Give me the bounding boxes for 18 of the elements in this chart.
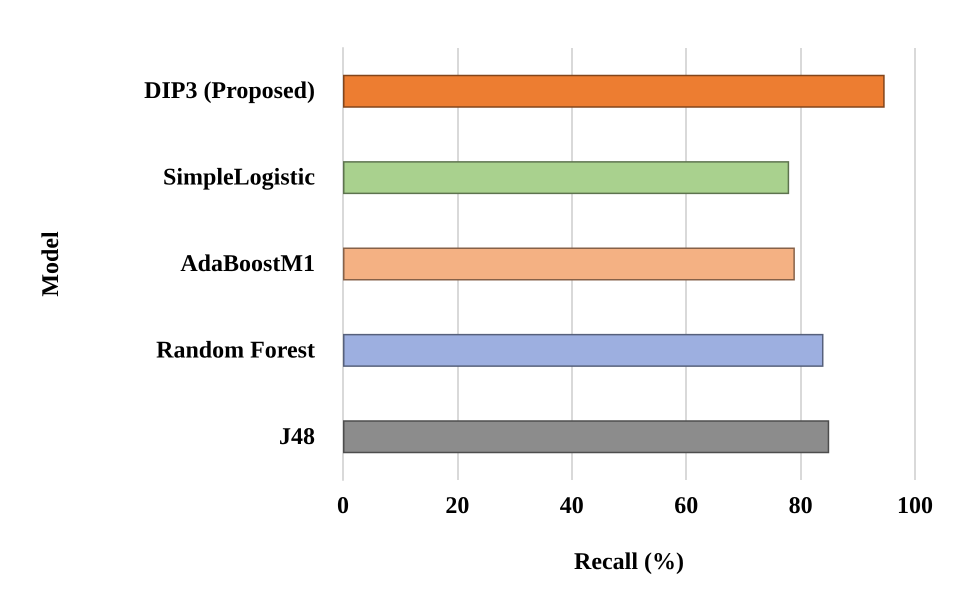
bar — [343, 74, 885, 108]
y-axis-title: Model — [38, 231, 64, 297]
x-tick-label: 20 — [445, 493, 470, 519]
y-tick-label: SimpleLogistic — [162, 164, 316, 191]
x-axis-title: Recall (%) — [574, 549, 684, 575]
x-tick-label: 0 — [337, 493, 349, 519]
bar — [343, 248, 795, 280]
x-tick-label: 40 — [560, 493, 584, 519]
y-tick-label: AdaBoostM1 — [180, 251, 315, 277]
x-tick-label: 100 — [897, 493, 933, 519]
y-tick-label: DIP3 (Proposed) — [144, 78, 315, 104]
x-tick-label: 80 — [788, 493, 813, 519]
y-tick-label: Random Forest — [156, 337, 315, 364]
bar — [343, 161, 790, 194]
bar — [343, 334, 824, 367]
x-tick-label: 60 — [674, 493, 698, 519]
bar — [343, 420, 830, 454]
y-tick-label: J48 — [279, 424, 315, 450]
